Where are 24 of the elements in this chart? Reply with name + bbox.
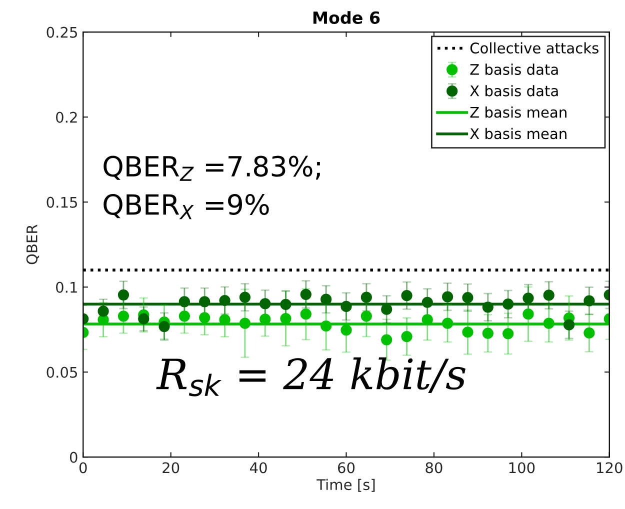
x-tick-label: 60 <box>338 462 355 474</box>
legend-label: X basis data <box>470 85 558 96</box>
annotation: QBER$_{X}$ =9% <box>104 194 269 220</box>
x-tick-label: 100 <box>509 462 535 474</box>
y-tick-label: 0.2 <box>56 112 77 123</box>
legend-label: X basis mean <box>470 128 566 140</box>
legend-label: Collective attacks <box>470 42 598 54</box>
x-tick-label: 40 <box>250 462 267 474</box>
y-tick-label: 0 <box>70 452 78 463</box>
y-tick-label: 0.15 <box>46 196 77 208</box>
x-tick-label: 80 <box>426 462 442 474</box>
y-tick-label: 0.1 <box>56 282 77 293</box>
legend-label: Z basis mean <box>470 106 566 118</box>
legend-label: Z basis data <box>470 64 558 75</box>
x-tick-label: 0 <box>79 462 87 474</box>
annotation: QBER$_{Z}$ =7.83%; <box>104 156 320 181</box>
annotation: R$_{sk}$ = 24 kbit/s <box>156 357 466 396</box>
chart-title: Mode 6 <box>313 11 380 24</box>
x-tick-label: 120 <box>597 462 622 474</box>
y-axis-title: QBER <box>26 224 40 264</box>
x-axis-title: Time [s] <box>316 478 375 492</box>
y-tick-label: 0.25 <box>46 26 77 38</box>
y-tick-label: 0.05 <box>46 366 77 378</box>
x-tick-label: 20 <box>162 462 180 474</box>
